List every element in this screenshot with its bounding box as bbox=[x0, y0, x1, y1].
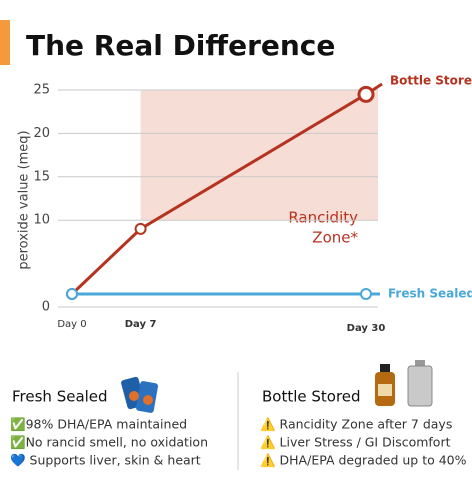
chart-title: The Real Difference bbox=[26, 29, 335, 62]
bottle-icon bbox=[375, 364, 395, 406]
accent-bar bbox=[0, 20, 10, 65]
series-label: Fresh Sealed bbox=[388, 286, 472, 300]
y-tick-label: 20 bbox=[33, 126, 50, 141]
y-tick-label: 0 bbox=[42, 300, 50, 315]
panel-item: ✅98% DHA/EPA maintained bbox=[10, 417, 187, 432]
can-icon bbox=[407, 360, 433, 407]
y-axis-label: peroxide value (meq) bbox=[17, 130, 32, 269]
panel-title: Bottle Stored bbox=[262, 388, 361, 406]
y-tick-label: 15 bbox=[33, 169, 50, 184]
panel-item: ⚠️ Rancidity Zone after 7 days bbox=[260, 417, 452, 432]
panel-item: 💙 Supports liver, skin & heart bbox=[10, 453, 201, 468]
y-tick-label: 25 bbox=[33, 83, 50, 98]
panel-item: ⚠️ Liver Stress / GI Discomfort bbox=[260, 435, 451, 450]
panel-item: ⚠️ DHA/EPA degraded up to 40% bbox=[260, 453, 467, 468]
panel-item: ✅No rancid smell, no oxidation bbox=[10, 435, 208, 450]
y-tick-label: 10 bbox=[33, 213, 50, 228]
data-point bbox=[357, 85, 375, 103]
data-point bbox=[134, 222, 147, 235]
x-tick-label: Day 0 bbox=[57, 319, 86, 330]
series-label: Bottle Stored bbox=[390, 74, 472, 88]
packet-icon bbox=[121, 376, 158, 413]
zone-label: Rancidity bbox=[288, 209, 358, 227]
x-tick-label: Day 30 bbox=[347, 323, 386, 334]
data-point bbox=[66, 287, 78, 300]
panel-title: Fresh Sealed bbox=[12, 388, 108, 406]
x-tick-label: Day 7 bbox=[125, 319, 157, 330]
zone-label: Zone* bbox=[312, 229, 358, 247]
data-point bbox=[360, 287, 372, 300]
